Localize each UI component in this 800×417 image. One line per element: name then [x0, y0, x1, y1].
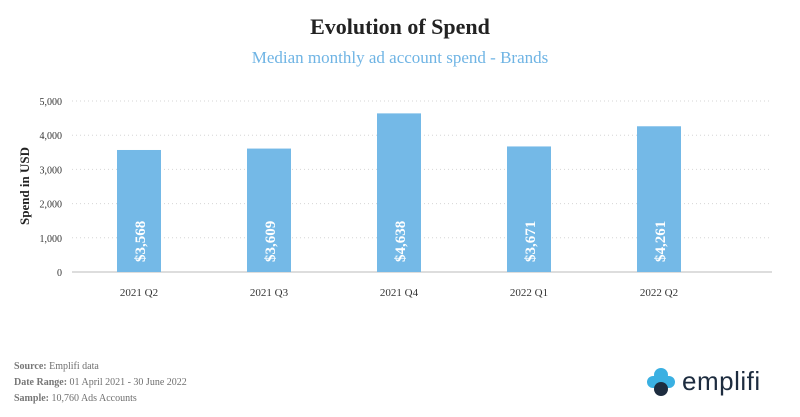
bar-data-label: $3,671 [523, 221, 539, 262]
y-tick-label: 1,000 [40, 234, 63, 245]
chart-title: Evolution of Spend [310, 14, 490, 39]
y-axis-ticks: 0 1,000 2,000 3,000 4,000 5,000 [40, 97, 63, 279]
footer-source: Source: Emplifi data [14, 361, 99, 372]
x-axis-ticks: 2021 Q2 2021 Q3 2021 Q4 2022 Q1 2022 Q2 [120, 287, 678, 299]
sample-value: 10,760 Ads Accounts [51, 393, 137, 404]
date-range-value: 01 April 2021 - 30 June 2022 [69, 377, 187, 388]
x-tick-label: 2021 Q4 [380, 287, 419, 299]
bar [637, 126, 681, 272]
x-tick-label: 2021 Q2 [120, 287, 158, 299]
x-tick-label: 2021 Q3 [250, 287, 289, 299]
emplifi-logo: emplifi [646, 366, 761, 397]
footer-sample: Sample: 10,760 Ads Accounts [14, 393, 137, 404]
y-tick-label: 0 [57, 268, 62, 279]
source-value: Emplifi data [49, 361, 99, 372]
bar [247, 148, 291, 272]
sample-label: Sample: [14, 393, 49, 404]
x-tick-label: 2022 Q1 [510, 287, 548, 299]
chart-subtitle: Median monthly ad account spend - Brands [251, 48, 549, 67]
bar-data-label: $3,568 [133, 221, 149, 262]
y-tick-label: 3,000 [40, 165, 63, 176]
bar [117, 149, 161, 272]
y-axis-label: Spend in USD [17, 147, 32, 225]
bar-data-label: $4,638 [393, 221, 409, 262]
y-tick-label: 5,000 [40, 97, 63, 108]
y-tick-label: 4,000 [40, 131, 63, 142]
x-tick-label: 2022 Q2 [640, 287, 678, 299]
logo-text: emplifi [682, 366, 761, 396]
emplifi-logo-icon [647, 367, 675, 396]
bar [507, 146, 551, 272]
footer-date-range: Date Range: 01 April 2021 - 30 June 2022 [14, 377, 187, 388]
bar-data-label: $3,609 [263, 221, 279, 262]
y-tick-label: 2,000 [40, 200, 63, 211]
bars: $3,568 $3,609 $4,638 $3,671 $4,261 [117, 113, 681, 272]
bar-data-label: $4,261 [653, 221, 669, 262]
bar [377, 113, 421, 272]
source-label: Source: [14, 361, 47, 372]
date-range-label: Date Range: [14, 377, 68, 388]
